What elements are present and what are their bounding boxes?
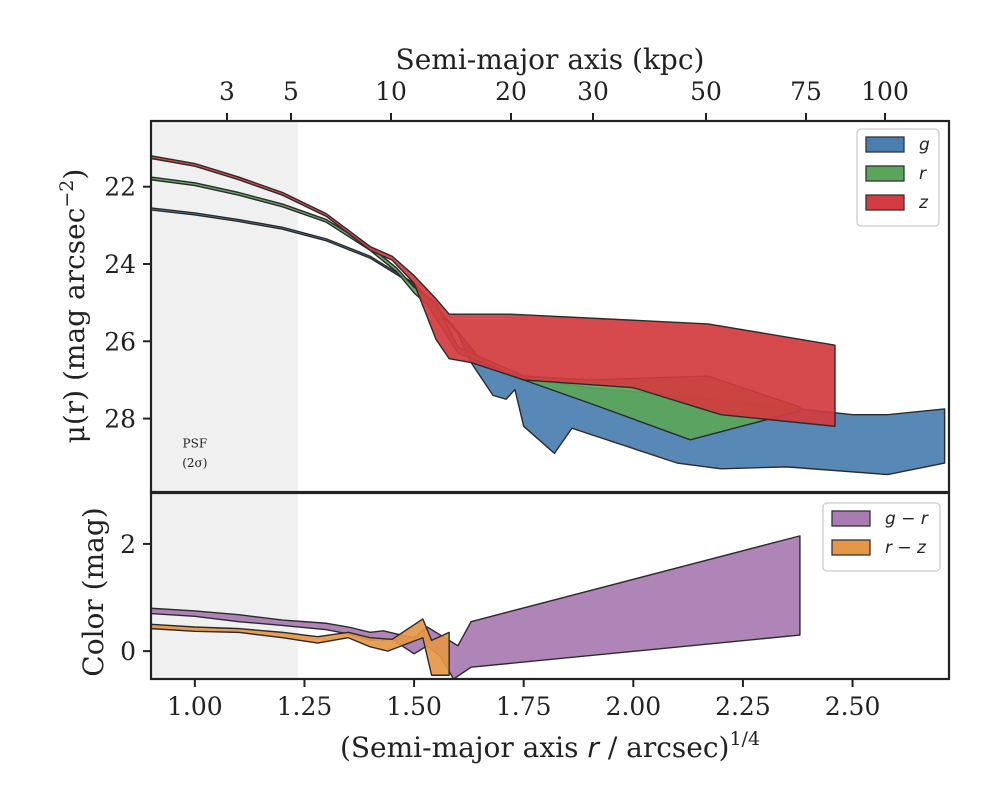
top-tick-label: 100 (861, 77, 909, 106)
top-tick-label: 10 (375, 77, 407, 106)
band-legend-swatch (865, 194, 905, 211)
top-tick-label: 5 (283, 77, 299, 106)
y-axis-label-surface-brightness: μ(r) (mag arcsec−2) (56, 169, 91, 444)
y-axis-label-color: Color (mag) (77, 507, 110, 676)
band-legend-swatch (865, 136, 905, 153)
color-legend-label: g − r (885, 509, 929, 529)
psf-shaded-region (151, 493, 298, 679)
color-series-1 (151, 618, 450, 676)
band-legend-label: g (919, 135, 930, 155)
top-tick-label: 50 (690, 77, 722, 106)
bottom-axes-frame (149, 491, 951, 681)
top-tick-label: 75 (790, 77, 822, 106)
y-tick-label: 24 (104, 250, 136, 279)
color-legend-swatch (831, 510, 871, 527)
band-series-2 (151, 155, 836, 428)
color-legend-label: r − z (885, 538, 927, 558)
band-legend-swatch (865, 165, 905, 182)
y-tick-label: 0 (120, 637, 136, 666)
x-tick-label: 1.00 (167, 692, 223, 721)
psf-shaded-region (151, 121, 298, 492)
top-tick-label: 3 (219, 77, 235, 106)
x-tick-label: 1.75 (496, 692, 552, 721)
y-tick-label: 26 (104, 327, 136, 356)
psf-label-sigma: (2σ) (182, 456, 207, 470)
legend-colors: g − r r − z (822, 502, 941, 572)
color-series-0 (151, 535, 801, 679)
color-legend-swatch (831, 539, 871, 556)
x-tick-label: 2.25 (715, 692, 771, 721)
y-tick-label: 2 (120, 530, 136, 559)
top-tick-label: 20 (495, 77, 527, 106)
y-tick-label: 22 (104, 173, 136, 202)
band-legend-label: z (918, 193, 929, 213)
x-tick-label: 2.50 (825, 692, 881, 721)
band-legend-label: r (919, 164, 927, 184)
top-axis-label: Semi-major axis (kpc) (396, 43, 705, 76)
x-axis-label: (Semi-major axis r / arcsec)1/4 (340, 728, 760, 764)
top-tick-label: 30 (577, 77, 609, 106)
psf-label: PSF (183, 437, 208, 451)
x-tick-label: 1.50 (386, 692, 442, 721)
y-tick-label: 28 (104, 405, 136, 434)
x-tick-label: 2.00 (605, 692, 661, 721)
legend-bands: grz (856, 128, 940, 227)
x-tick-label: 1.25 (277, 692, 333, 721)
